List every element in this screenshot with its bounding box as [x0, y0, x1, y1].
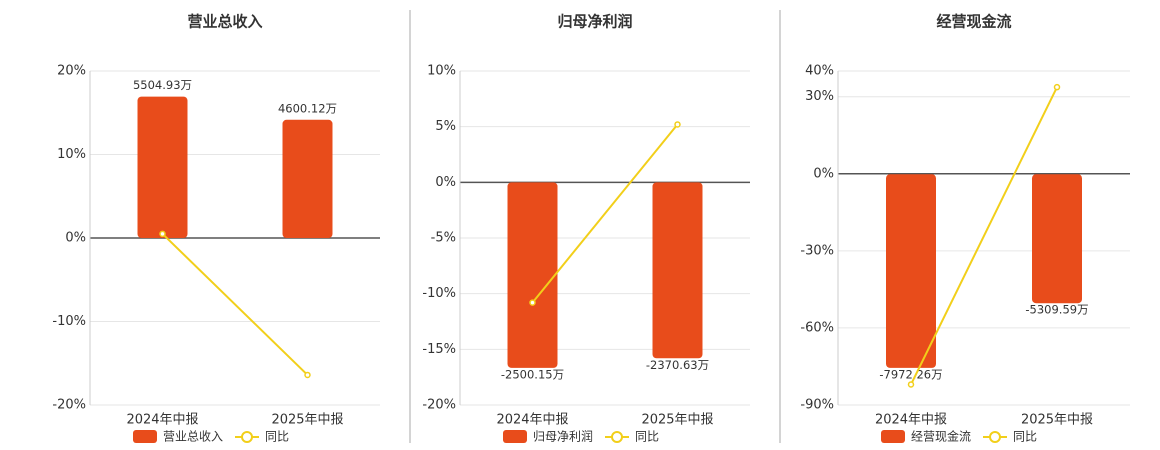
value-label: -2500.15万 [501, 367, 564, 381]
y-tick-label: -20% [52, 398, 86, 413]
legend-label: 营业总收入 [163, 430, 223, 444]
x-tick-label: 2024年中报 [126, 413, 198, 428]
line-marker [674, 121, 681, 128]
legend-swatch [133, 430, 157, 443]
x-tick-label: 2025年中报 [1021, 413, 1093, 428]
y-tick-label: 0% [65, 231, 86, 246]
y-tick-label: 0% [435, 175, 456, 190]
line-marker [159, 230, 166, 238]
legend-label: 同比 [635, 430, 659, 444]
chart-title: 营业总收入 [187, 13, 262, 31]
legend-swatch [503, 430, 527, 443]
line-marker [529, 299, 536, 306]
legend-swatch [881, 430, 905, 443]
legend-marker [989, 431, 1001, 443]
x-tick-label: 2025年中报 [271, 413, 343, 428]
line [161, 233, 309, 376]
y-tick-label: 10% [427, 64, 456, 79]
line-marker [304, 371, 311, 379]
x-tick-label: 2025年中报 [641, 413, 713, 428]
y-tick-label: -10% [422, 286, 456, 301]
y-tick-label: -15% [422, 342, 456, 357]
line-marker [907, 381, 915, 388]
y-tick-label: -90% [800, 398, 834, 413]
chart-title: 经营现金流 [936, 13, 1011, 31]
value-label: -2370.63万 [646, 358, 709, 372]
y-tick-label: 40% [805, 64, 834, 79]
y-tick-label: 20% [57, 64, 86, 79]
bar [1032, 174, 1082, 304]
legend-label: 归母净利润 [533, 430, 593, 444]
y-tick-label: -60% [800, 320, 834, 335]
value-label: -5309.59万 [1025, 303, 1088, 317]
y-tick-label: 5% [435, 119, 456, 134]
bar [886, 174, 936, 368]
y-tick-label: -5% [431, 231, 456, 246]
line-marker [1053, 83, 1061, 91]
value-label: -7972.26万 [879, 367, 942, 381]
bar [137, 96, 188, 238]
y-tick-label: 0% [813, 166, 834, 181]
line [531, 123, 679, 304]
legend-marker [611, 431, 623, 443]
x-tick-label: 2024年中报 [875, 413, 947, 428]
y-tick-label: -10% [52, 314, 86, 329]
legend-marker [241, 431, 253, 443]
legend-label: 同比 [1013, 430, 1037, 444]
chart-title: 归母净利润 [557, 13, 632, 31]
y-tick-label: -20% [422, 398, 456, 413]
bar [652, 182, 703, 359]
legend-label: 经营现金流 [911, 429, 971, 444]
value-label: 5504.93万 [133, 78, 192, 92]
value-label: 4600.12万 [278, 101, 337, 115]
bar [282, 119, 333, 238]
bar [507, 182, 558, 368]
y-tick-label: -30% [800, 243, 834, 258]
line [910, 86, 1058, 385]
y-tick-label: 10% [57, 147, 86, 162]
legend-label: 同比 [265, 430, 289, 444]
x-tick-label: 2024年中报 [496, 413, 568, 428]
y-tick-label: 30% [805, 89, 834, 104]
